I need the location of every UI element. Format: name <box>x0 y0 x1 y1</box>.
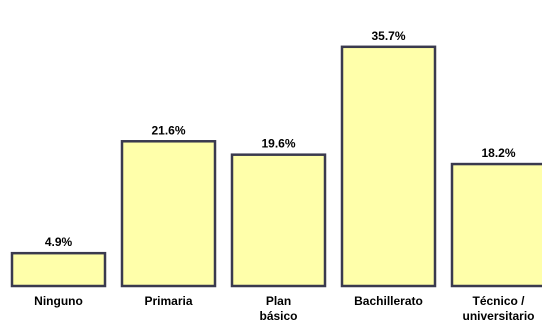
category-label-0: Ninguno <box>34 294 83 308</box>
value-label-1: 21.6% <box>151 123 185 137</box>
bar-4 <box>450 162 542 288</box>
value-label-2: 19.6% <box>261 137 295 151</box>
bar-0 <box>10 251 107 288</box>
category-label-2-line-1: básico <box>259 309 297 323</box>
bar-2 <box>230 153 327 288</box>
category-label-2: Plan <box>266 294 291 308</box>
value-label-4: 18.2% <box>481 146 515 160</box>
category-label-4: Técnico / <box>472 294 525 308</box>
bars-group <box>10 45 542 288</box>
value-label-3: 35.7% <box>371 29 405 43</box>
bar-3 <box>340 45 437 288</box>
bar-1 <box>120 140 217 288</box>
category-label-4-line-1: universitario <box>462 309 534 323</box>
value-label-0: 4.9% <box>45 235 73 249</box>
category-label-1: Primaria <box>144 294 192 308</box>
category-label-3: Bachillerato <box>354 294 423 308</box>
value-labels-group: 4.9% 21.6% 19.6% 35.7% 18.2% <box>45 29 516 249</box>
